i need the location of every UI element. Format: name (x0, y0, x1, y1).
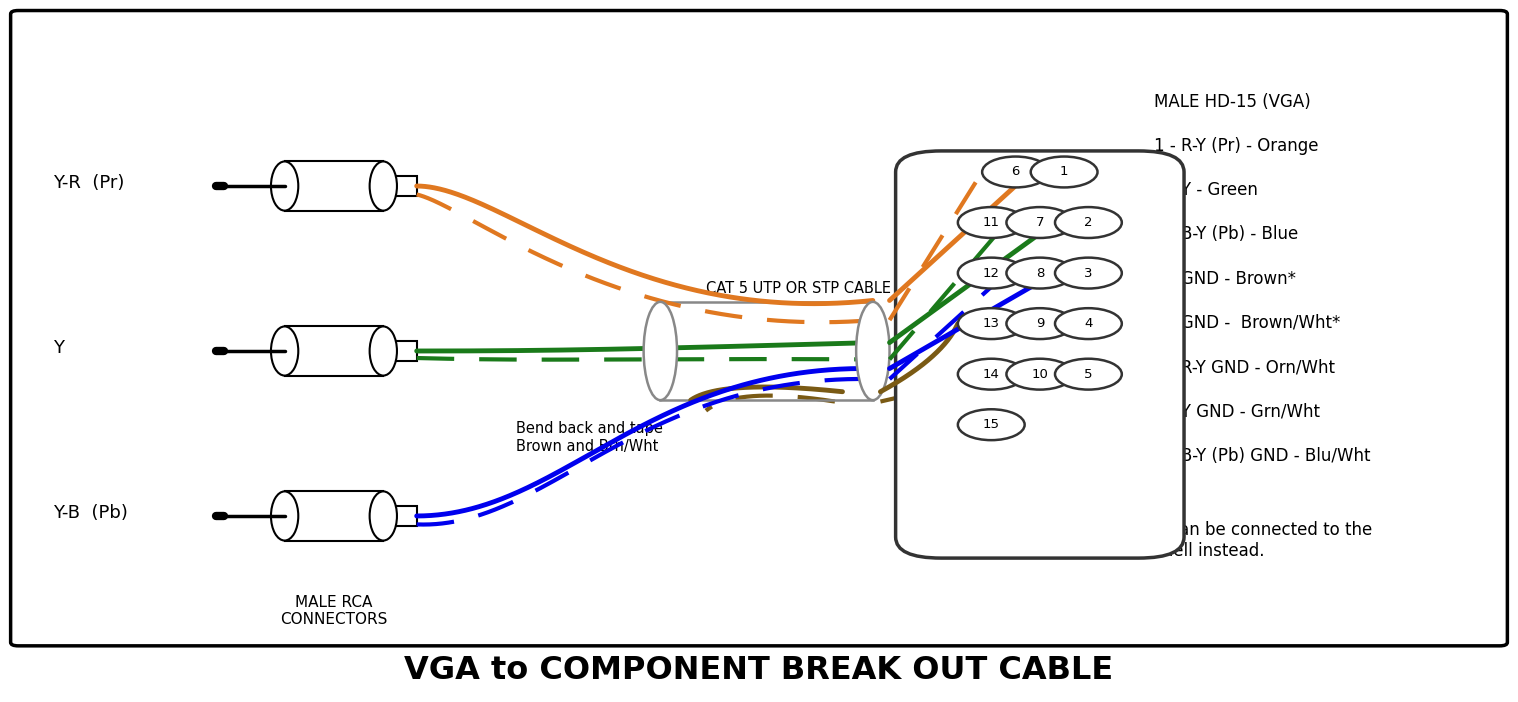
Text: 8 - B-Y (Pb) GND - Blu/Wht: 8 - B-Y (Pb) GND - Blu/Wht (1154, 446, 1371, 465)
Ellipse shape (370, 491, 398, 541)
Text: CAT 5 UTP OR STP CABLE: CAT 5 UTP OR STP CABLE (706, 282, 891, 296)
Circle shape (1006, 308, 1073, 339)
Text: 13: 13 (982, 317, 1000, 330)
Text: 2: 2 (1084, 216, 1093, 229)
Circle shape (1055, 258, 1122, 289)
Text: 15: 15 (982, 418, 1000, 431)
Text: 4 - GND - Brown*: 4 - GND - Brown* (1154, 270, 1296, 288)
Polygon shape (285, 161, 383, 211)
Ellipse shape (272, 161, 299, 211)
Polygon shape (389, 506, 416, 526)
Circle shape (1006, 258, 1073, 289)
Text: 12: 12 (982, 267, 1000, 279)
Text: 6 - R-Y GND - Orn/Wht: 6 - R-Y GND - Orn/Wht (1154, 358, 1334, 376)
Circle shape (1031, 157, 1098, 187)
Text: 5 - GND -  Brown/Wht*: 5 - GND - Brown/Wht* (1154, 314, 1340, 332)
FancyBboxPatch shape (11, 11, 1507, 646)
Circle shape (982, 157, 1049, 187)
Text: 7 - Y GND - Grn/Wht: 7 - Y GND - Grn/Wht (1154, 402, 1319, 420)
Circle shape (958, 308, 1025, 339)
Text: 6: 6 (1011, 166, 1020, 178)
Circle shape (1055, 308, 1122, 339)
Text: Bend back and tape
Brown and Brn/Wht: Bend back and tape Brown and Brn/Wht (516, 421, 663, 453)
Circle shape (1055, 359, 1122, 390)
Text: 8: 8 (1035, 267, 1044, 279)
Text: 4: 4 (1084, 317, 1093, 330)
Text: MALE RCA
CONNECTORS: MALE RCA CONNECTORS (281, 595, 387, 627)
Text: VGA to COMPONENT BREAK OUT CABLE: VGA to COMPONENT BREAK OUT CABLE (404, 655, 1114, 686)
Circle shape (958, 409, 1025, 440)
Circle shape (1006, 207, 1073, 238)
Polygon shape (285, 326, 383, 376)
Polygon shape (389, 341, 416, 361)
Text: 2 - Y - Green: 2 - Y - Green (1154, 181, 1257, 199)
Circle shape (958, 207, 1025, 238)
Text: 11: 11 (982, 216, 1000, 229)
Text: 1 - R-Y (Pr) - Orange: 1 - R-Y (Pr) - Orange (1154, 137, 1318, 155)
Text: 10: 10 (1031, 368, 1049, 380)
Ellipse shape (370, 326, 398, 376)
Ellipse shape (272, 491, 299, 541)
Circle shape (958, 258, 1025, 289)
Circle shape (1006, 359, 1073, 390)
Text: 7: 7 (1035, 216, 1044, 229)
Polygon shape (285, 491, 383, 541)
Circle shape (958, 359, 1025, 390)
Text: 1: 1 (1060, 166, 1069, 178)
Ellipse shape (644, 302, 677, 400)
Text: 5: 5 (1084, 368, 1093, 380)
Text: Y: Y (53, 339, 64, 357)
Circle shape (1055, 207, 1122, 238)
Ellipse shape (856, 302, 890, 400)
Text: 14: 14 (982, 368, 1000, 380)
Text: 3 - B-Y (Pb) - Blue: 3 - B-Y (Pb) - Blue (1154, 225, 1298, 244)
Ellipse shape (272, 326, 299, 376)
Text: 3: 3 (1084, 267, 1093, 279)
FancyBboxPatch shape (896, 151, 1184, 558)
Text: Y-B  (Pb): Y-B (Pb) (53, 504, 128, 522)
Text: MALE HD-15 (VGA): MALE HD-15 (VGA) (1154, 93, 1310, 111)
Text: 9: 9 (1035, 317, 1044, 330)
Polygon shape (389, 176, 416, 196)
Text: * Can be connected to the
shell instead.: * Can be connected to the shell instead. (1154, 521, 1372, 559)
Text: Y-R  (Pr): Y-R (Pr) (53, 174, 124, 192)
Ellipse shape (370, 161, 398, 211)
